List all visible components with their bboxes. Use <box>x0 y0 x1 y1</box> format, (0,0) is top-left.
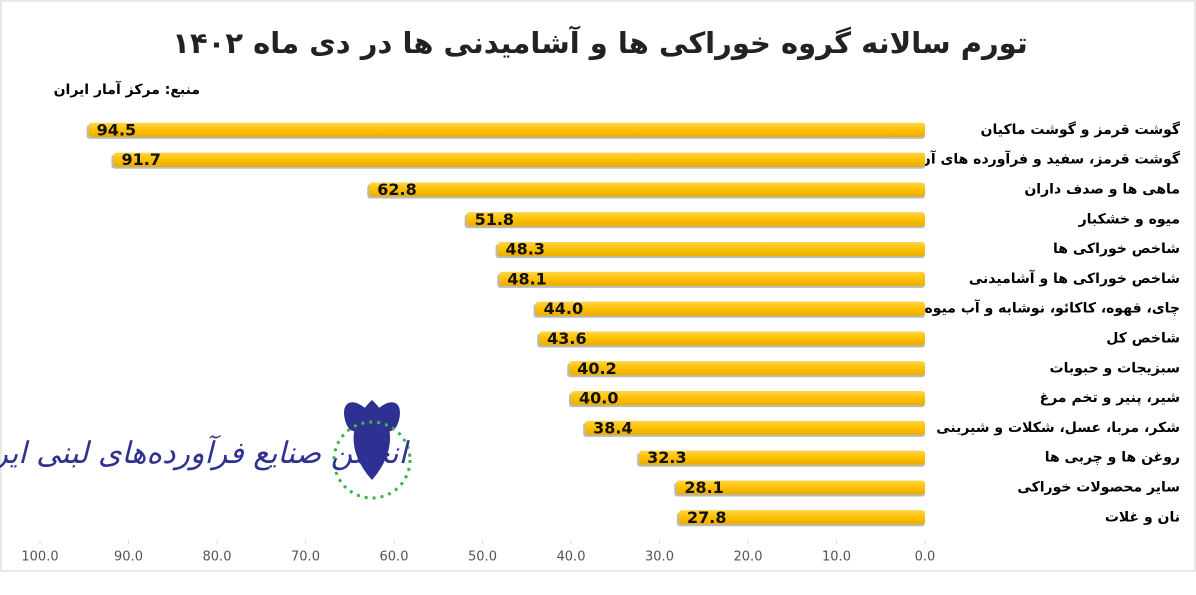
value-label: 28.1 <box>684 478 723 497</box>
logo: انجمن صنایع فرآورده‌های لبنی ایران <box>0 400 412 500</box>
y-tick-label: سبزیجات و حبوبات <box>1050 360 1180 376</box>
x-tick-label: 20.0 <box>734 550 763 565</box>
x-tick-label: 80.0 <box>203 550 232 565</box>
chart-title: تورم سالانه گروه خوراکی ها و آشامیدنی ها… <box>172 25 1027 60</box>
value-label: 40.0 <box>579 389 618 408</box>
y-tick-label: گوشت قرمز و گوشت ماکیان <box>981 121 1181 138</box>
value-label: 44.0 <box>544 299 583 318</box>
value-label: 43.6 <box>547 329 586 348</box>
y-tick-label: نان و غلات <box>1105 509 1180 525</box>
y-tick-label: روغن ها و چربی ها <box>1045 450 1180 466</box>
bar-shine <box>678 510 925 525</box>
y-tick-label: گوشت قرمز، سفید و فرآورده های آن <box>919 150 1181 168</box>
bar-shine <box>676 480 925 495</box>
y-tick-label: میوه و خشکبار <box>1078 211 1180 227</box>
bar-shine <box>539 331 925 346</box>
y-tick-label: شکر، مربا، عسل، شکلات و شیرینی <box>936 420 1180 436</box>
value-label: 27.8 <box>687 508 726 527</box>
x-tick-label: 40.0 <box>557 550 586 565</box>
x-tick-label: 90.0 <box>114 550 143 565</box>
x-tick-label: 50.0 <box>468 550 497 565</box>
value-label: 48.1 <box>507 269 546 288</box>
x-tick-label: 10.0 <box>822 550 851 565</box>
bar-shine <box>535 301 925 316</box>
y-tick-label: چای، قهوه، کاکائو، نوشابه و آب میوه <box>925 299 1180 317</box>
y-tick-label: شاخص کل <box>1106 331 1180 347</box>
value-label: 48.3 <box>506 240 545 259</box>
bar-shine <box>639 450 925 465</box>
bar-shine <box>466 212 925 227</box>
value-label: 94.5 <box>97 120 136 139</box>
x-tick-label: 70.0 <box>291 550 320 565</box>
y-tick-label: سایر محصولات خوراکی <box>1017 480 1180 496</box>
x-tick-label: 60.0 <box>380 550 409 565</box>
value-label: 40.2 <box>577 359 616 378</box>
source-note: منبع: مرکز آمار ایران <box>54 80 200 98</box>
bar-shine <box>499 271 925 286</box>
value-label: 62.8 <box>377 180 416 199</box>
y-tick-label: شاخص خوراکی ها و آشامیدنی <box>969 269 1180 287</box>
bar-shine <box>369 182 926 197</box>
value-label: 38.4 <box>593 418 632 437</box>
bar-shine <box>571 391 925 406</box>
y-tick-label: شیر، پنیر و تخم مرغ <box>1040 390 1180 406</box>
y-tick-label: شاخص خوراکی ها <box>1053 241 1180 257</box>
logo-text: انجمن صنایع فرآورده‌های لبنی ایران <box>0 434 411 471</box>
value-label: 51.8 <box>475 210 514 229</box>
value-label: 32.3 <box>647 448 686 467</box>
x-tick-label: 100.0 <box>21 550 58 565</box>
bar-shine <box>88 122 926 137</box>
bar-shine <box>585 420 925 435</box>
x-tick-label: 0.0 <box>915 550 936 565</box>
x-tick-label: 30.0 <box>645 550 674 565</box>
bar-shine <box>113 152 925 167</box>
bar-shine <box>497 242 925 257</box>
bar-shine <box>569 361 925 376</box>
value-label: 91.7 <box>121 150 160 169</box>
y-tick-label: ماهی ها و صدف داران <box>1024 182 1180 198</box>
